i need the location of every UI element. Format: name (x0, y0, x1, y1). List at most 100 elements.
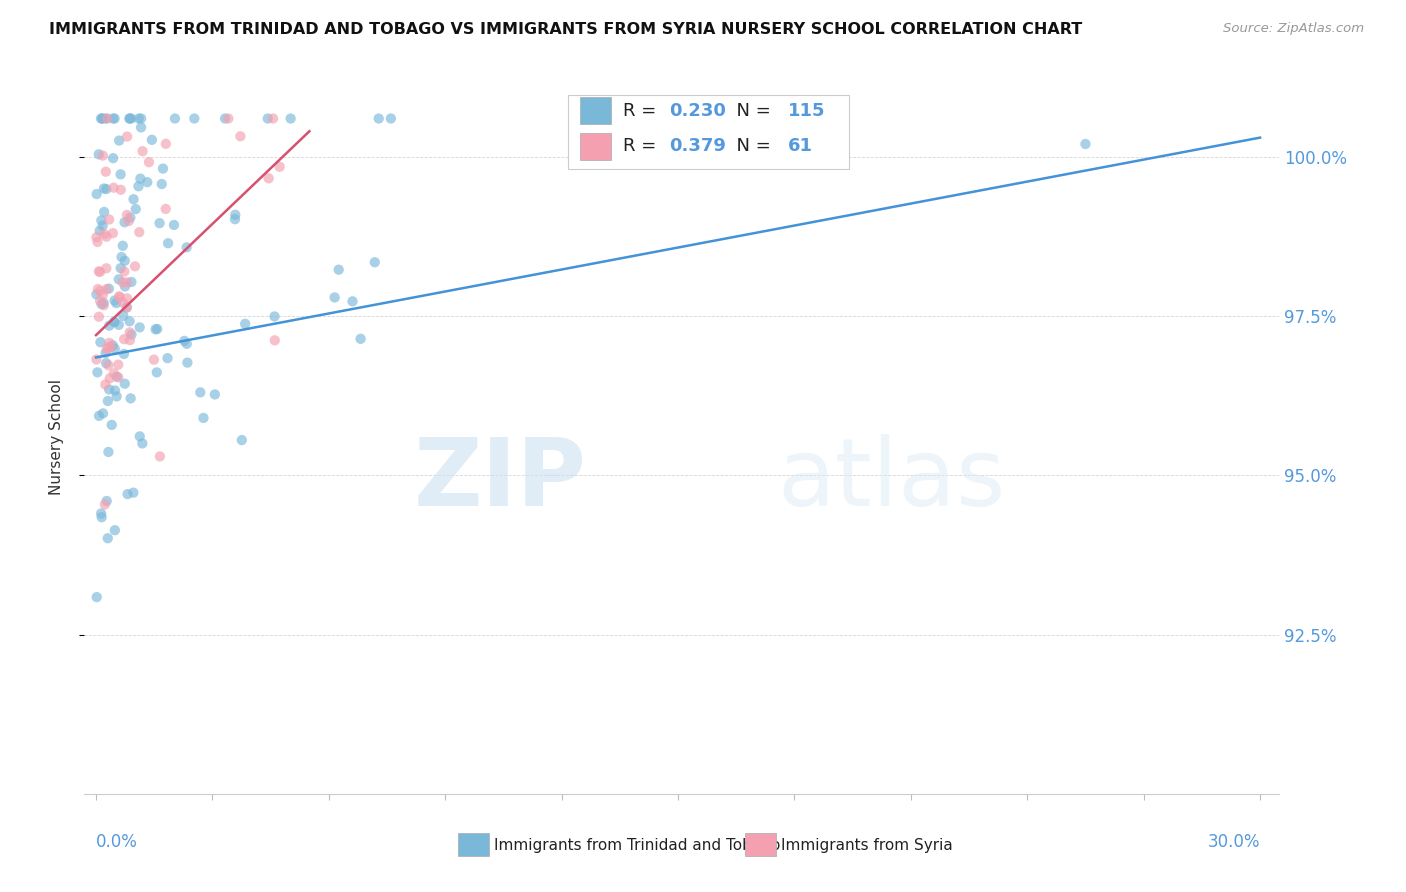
Point (107, 358, 129, 372)
Point (117, 487, 139, 501)
Point (101, 112, 124, 126)
Point (97, 531, 120, 545)
Text: 0.230: 0.230 (669, 102, 725, 120)
Point (129, 112, 152, 126)
Point (89, 265, 111, 279)
Point (90, 213, 112, 227)
Point (103, 180, 125, 194)
Point (214, 112, 236, 126)
Point (91, 219, 114, 233)
Point (93, 296, 115, 310)
Point (364, 255, 387, 269)
Point (94, 498, 117, 512)
Point (104, 342, 127, 356)
Point (107, 272, 129, 286)
Point (128, 225, 150, 239)
Point (89, 284, 111, 298)
Point (98, 335, 121, 350)
Point (125, 202, 148, 216)
Point (122, 192, 145, 206)
Point (193, 411, 215, 425)
Point (112, 332, 135, 346)
Text: 0.0%: 0.0% (96, 833, 138, 851)
Point (349, 332, 371, 346)
Point (115, 129, 138, 144)
Point (114, 376, 136, 391)
Point (93, 205, 115, 219)
Point (93, 298, 115, 312)
Point (155, 136, 177, 151)
Point (257, 171, 280, 186)
Point (128, 179, 150, 194)
Point (103, 112, 125, 126)
Text: ZIP: ZIP (413, 434, 586, 526)
Point (97, 394, 120, 409)
Point (157, 236, 180, 251)
Point (90, 297, 112, 311)
Point (94, 377, 117, 392)
Point (97, 282, 120, 296)
Point (96, 342, 118, 356)
Point (105, 369, 128, 384)
Point (93, 227, 115, 241)
Point (115, 275, 138, 289)
Point (141, 133, 163, 147)
Point (111, 239, 134, 253)
Point (91, 112, 114, 126)
Point (136, 175, 159, 189)
Point (118, 214, 141, 228)
Point (124, 260, 146, 274)
Point (231, 433, 253, 447)
Point (262, 112, 284, 126)
Point (118, 326, 141, 340)
Point (90, 507, 112, 521)
Point (105, 389, 128, 403)
Point (86, 590, 108, 604)
Point (98, 383, 121, 397)
Point (87, 282, 110, 296)
Point (101, 338, 124, 352)
Point (120, 275, 142, 289)
Point (342, 294, 364, 309)
Point (87, 409, 110, 423)
Point (163, 112, 186, 126)
Point (100, 417, 122, 432)
Point (224, 212, 246, 227)
Point (111, 275, 134, 289)
Point (367, 112, 389, 126)
Text: R =: R = (623, 137, 662, 155)
Point (115, 208, 138, 222)
Point (188, 385, 211, 400)
Point (91, 148, 114, 162)
Text: atlas: atlas (778, 434, 1005, 526)
Point (89, 293, 111, 308)
Point (87, 264, 110, 278)
Point (96, 494, 118, 508)
Point (128, 320, 150, 334)
Point (138, 155, 160, 169)
Point (115, 301, 138, 315)
Point (110, 261, 132, 276)
Point (108, 134, 131, 148)
Point (217, 112, 239, 126)
Point (94, 165, 117, 179)
Point (101, 226, 124, 240)
Point (89, 335, 111, 350)
Y-axis label: Nursery School: Nursery School (49, 379, 63, 495)
Point (121, 327, 143, 342)
Point (108, 289, 131, 303)
Point (86, 352, 108, 367)
Point (108, 290, 131, 304)
Point (118, 112, 141, 126)
Point (233, 317, 256, 331)
Point (122, 485, 145, 500)
Point (1074, 136, 1097, 151)
Point (96, 112, 118, 126)
Point (176, 355, 198, 369)
Point (89, 224, 111, 238)
Point (120, 112, 142, 126)
Point (150, 177, 173, 191)
Text: Immigrants from Syria: Immigrants from Syria (782, 838, 953, 853)
Point (90, 510, 112, 524)
Text: IMMIGRANTS FROM TRINIDAD AND TOBAGO VS IMMIGRANTS FROM SYRIA NURSERY SCHOOL CORR: IMMIGRANTS FROM TRINIDAD AND TOBAGO VS I… (49, 22, 1083, 37)
